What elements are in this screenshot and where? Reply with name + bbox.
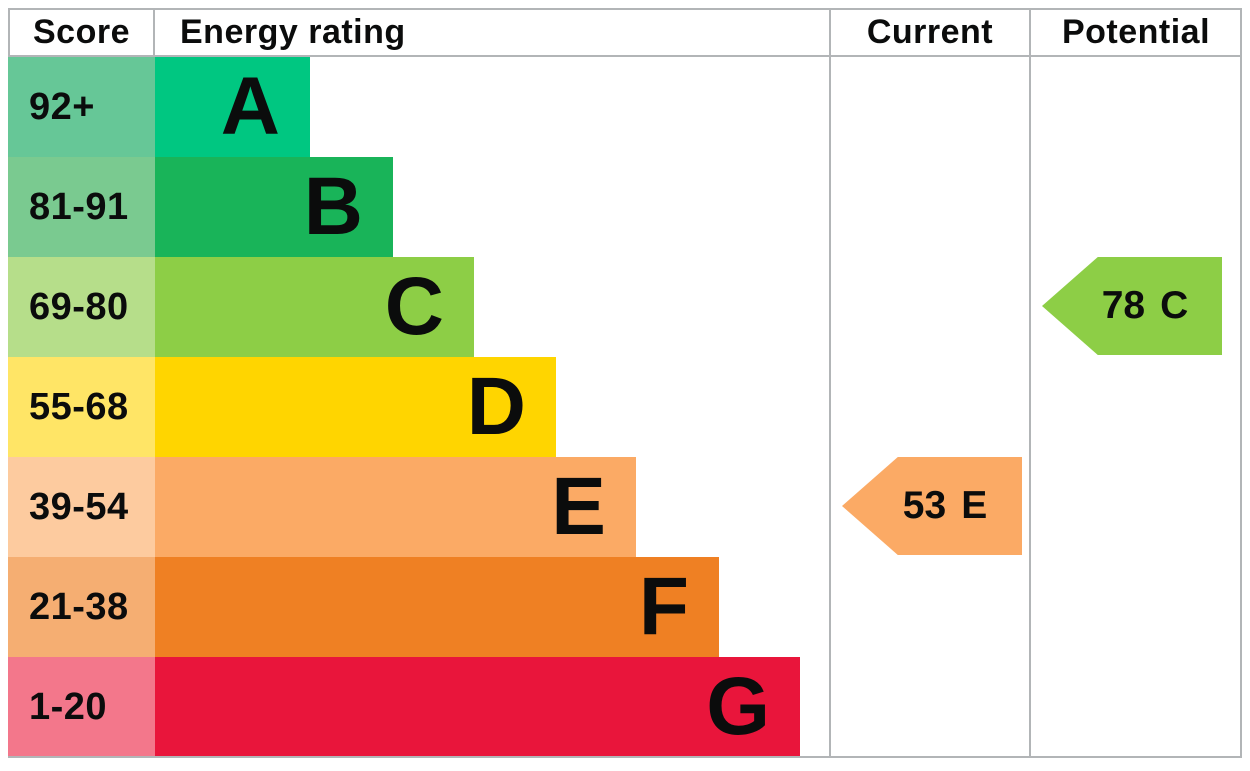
- header-energy-rating: Energy rating: [180, 12, 406, 51]
- band-a-bar: A: [155, 57, 310, 157]
- potential-column-divider: [1029, 8, 1031, 758]
- header-potential: Potential: [1061, 12, 1211, 51]
- potential-rating-value: 78: [1101, 284, 1146, 327]
- current-rating-band: E: [961, 484, 988, 527]
- band-row-d: 55-68 D: [8, 357, 1242, 457]
- band-f-letter: F: [638, 561, 689, 652]
- band-f-bar: F: [155, 557, 719, 657]
- band-c-score-range: 69-80: [8, 257, 155, 357]
- band-c-bar: C: [155, 257, 474, 357]
- table-top-border: [8, 8, 1242, 10]
- band-a-score-range: 92+: [8, 57, 155, 157]
- band-row-e: 39-54 E: [8, 457, 1242, 557]
- band-e-letter: E: [551, 461, 606, 552]
- potential-rating-band: C: [1160, 284, 1189, 327]
- band-row-a: 92+ A: [8, 57, 1242, 157]
- band-row-c: 69-80 C: [8, 257, 1242, 357]
- band-row-b: 81-91 B: [8, 157, 1242, 257]
- band-e-score-range: 39-54: [8, 457, 155, 557]
- band-c-letter: C: [384, 261, 444, 352]
- band-b-letter: B: [303, 161, 363, 252]
- band-e-bar: E: [155, 457, 636, 557]
- table-bottom-border: [8, 756, 1242, 758]
- header-score: Score: [33, 12, 130, 51]
- band-g-bar: G: [155, 657, 800, 757]
- band-b-bar: B: [155, 157, 393, 257]
- band-g-score-range: 1-20: [8, 657, 155, 757]
- band-d-bar: D: [155, 357, 556, 457]
- band-a-letter: A: [220, 61, 280, 152]
- current-rating-value: 53: [902, 484, 947, 527]
- current-column-divider: [829, 8, 831, 758]
- band-b-score-range: 81-91: [8, 157, 155, 257]
- score-column-divider: [153, 8, 155, 57]
- header-left-border: [8, 8, 10, 57]
- table-right-border: [1240, 8, 1242, 758]
- band-d-letter: D: [466, 361, 526, 452]
- band-row-g: 1-20 G: [8, 657, 1242, 757]
- band-row-f: 21-38 F: [8, 557, 1242, 657]
- header-bottom-border: [8, 55, 1242, 57]
- band-d-score-range: 55-68: [8, 357, 155, 457]
- header-current: Current: [866, 12, 994, 51]
- band-f-score-range: 21-38: [8, 557, 155, 657]
- band-g-letter: G: [706, 661, 770, 752]
